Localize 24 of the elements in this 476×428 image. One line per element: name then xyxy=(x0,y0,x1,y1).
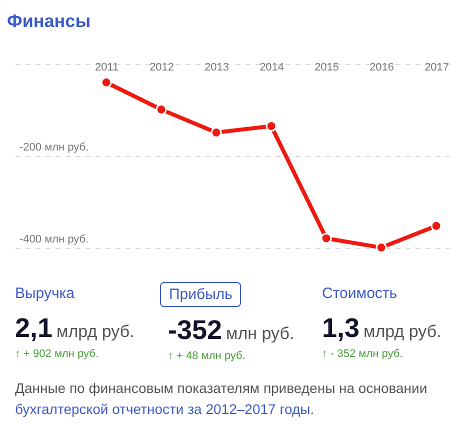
x-tick-label: 2014 xyxy=(260,62,284,74)
text: 1,3 xyxy=(322,313,360,343)
text: ↑ - 352 млн руб. xyxy=(322,348,404,360)
x-tick-label: 2012 xyxy=(150,62,174,74)
text: 2,1 xyxy=(15,313,53,343)
text: -352 xyxy=(168,315,222,345)
text: Данные по финансовым показателям приведены на основании xyxy=(15,380,428,396)
text: бухгалтерской отчетности за 2012–2017 годы. xyxy=(15,401,314,417)
x-tick-label: 2016 xyxy=(370,62,394,74)
y-tick-label: -400 млн руб. xyxy=(20,234,89,246)
y-tick-label: -200 млн руб. xyxy=(20,142,89,154)
text: млрд руб. xyxy=(364,322,442,341)
x-tick-label: 2011 xyxy=(94,62,119,74)
text: ↑ + 48 млн руб. xyxy=(168,350,246,362)
text: ↑ + 902 млн руб. xyxy=(15,348,100,360)
x-tick-label: 2013 xyxy=(204,62,230,74)
text: млрд руб. xyxy=(56,322,134,341)
x-tick-label: 2017 xyxy=(424,62,450,74)
text: млн руб. xyxy=(226,324,294,343)
text: Прибыль xyxy=(160,282,242,307)
x-tick-label: 2015 xyxy=(314,62,340,74)
text: Стоимость xyxy=(321,284,398,304)
chart-title: Финансы xyxy=(7,11,91,31)
text: Выручка xyxy=(14,284,76,304)
